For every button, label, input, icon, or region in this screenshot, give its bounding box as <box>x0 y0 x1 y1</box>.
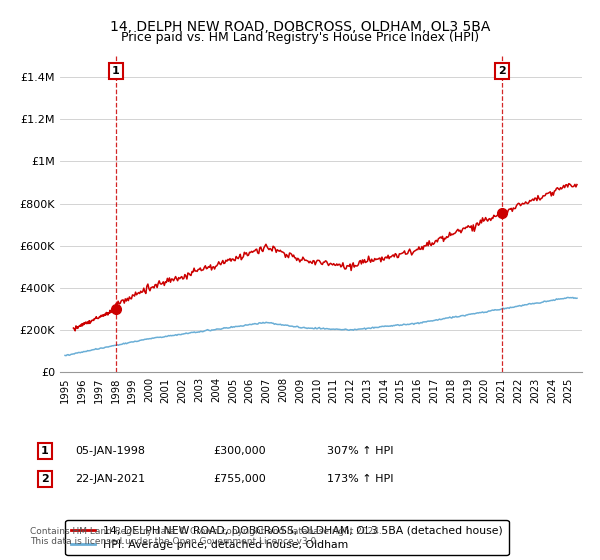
Text: 173% ↑ HPI: 173% ↑ HPI <box>327 474 394 484</box>
Text: 2: 2 <box>41 474 49 484</box>
Text: 307% ↑ HPI: 307% ↑ HPI <box>327 446 394 456</box>
Text: 05-JAN-1998: 05-JAN-1998 <box>75 446 145 456</box>
Text: 1: 1 <box>112 66 120 76</box>
Text: £755,000: £755,000 <box>213 474 266 484</box>
Text: 1: 1 <box>41 446 49 456</box>
Text: 22-JAN-2021: 22-JAN-2021 <box>75 474 145 484</box>
Text: 2: 2 <box>499 66 506 76</box>
Text: £300,000: £300,000 <box>213 446 266 456</box>
Text: Contains HM Land Registry data © Crown copyright and database right 2024.
This d: Contains HM Land Registry data © Crown c… <box>30 526 382 546</box>
Text: Price paid vs. HM Land Registry's House Price Index (HPI): Price paid vs. HM Land Registry's House … <box>121 31 479 44</box>
Text: 14, DELPH NEW ROAD, DOBCROSS, OLDHAM, OL3 5BA: 14, DELPH NEW ROAD, DOBCROSS, OLDHAM, OL… <box>110 20 490 34</box>
Legend: 14, DELPH NEW ROAD, DOBCROSS, OLDHAM, OL3 5BA (detached house), HPI: Average pri: 14, DELPH NEW ROAD, DOBCROSS, OLDHAM, OL… <box>65 520 509 556</box>
